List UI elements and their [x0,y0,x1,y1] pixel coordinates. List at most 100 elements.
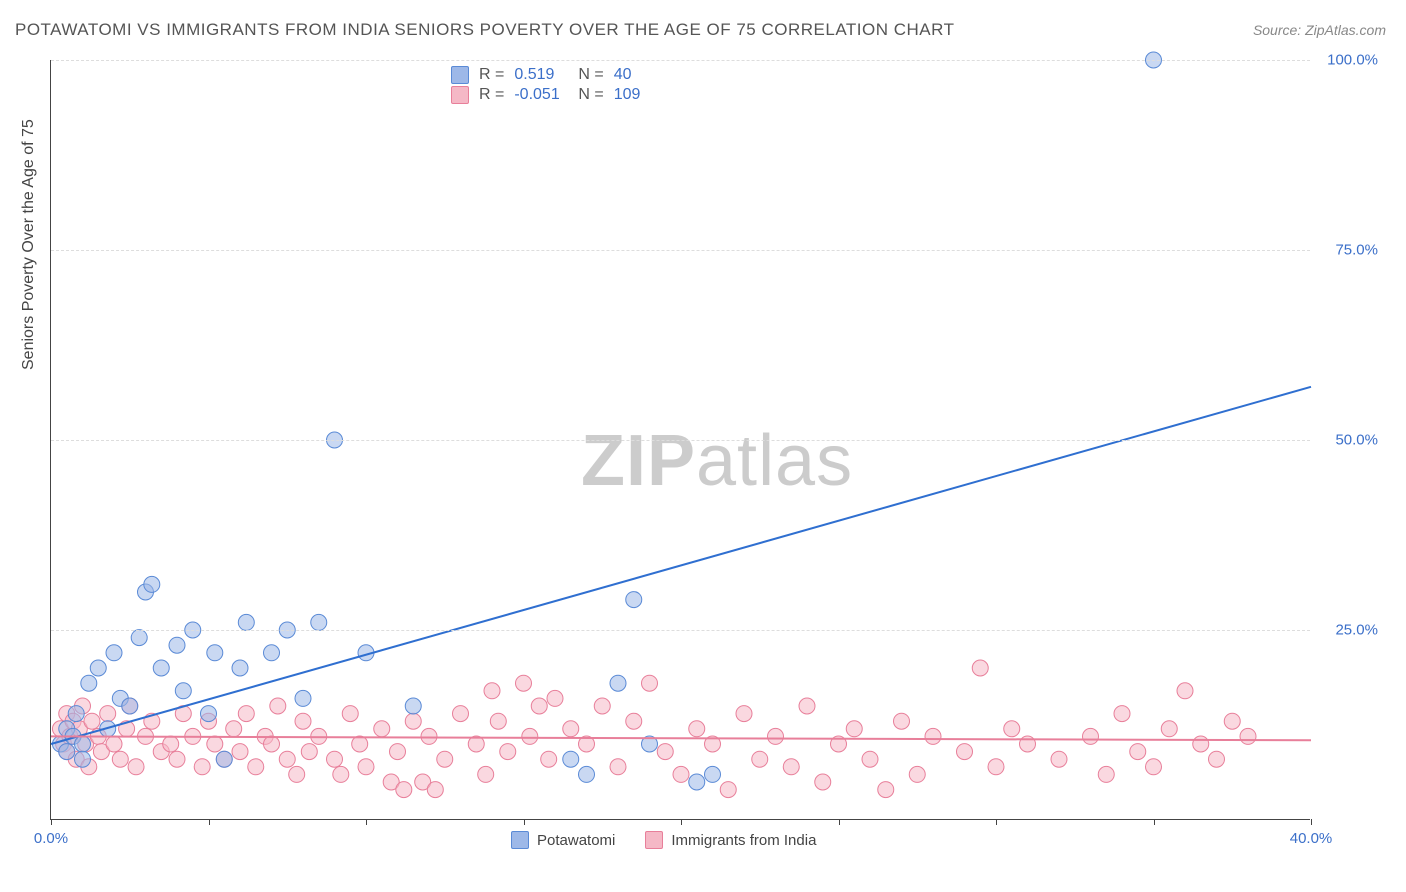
scatter-point [128,759,144,775]
scatter-point [279,751,295,767]
scatter-point [1146,759,1162,775]
legend-item: Potawatomi [511,831,615,849]
y-tick-label: 75.0% [1335,242,1378,259]
scatter-point [358,759,374,775]
grid-line [51,630,1310,631]
scatter-point [1161,721,1177,737]
legend-label: Immigrants from India [671,832,816,849]
scatter-point [925,728,941,744]
chart-region: ZIPatlas R =0.519N =40R =-0.051N =109 25… [50,60,1380,850]
y-axis-title: Seniors Poverty Over the Age of 75 [20,119,38,370]
scatter-point [75,736,91,752]
scatter-point [333,766,349,782]
trend-line [51,736,1311,740]
y-tick-label: 100.0% [1327,52,1378,69]
scatter-point [106,736,122,752]
scatter-point [169,637,185,653]
scatter-point [531,698,547,714]
scatter-point [720,782,736,798]
scatter-point [610,675,626,691]
scatter-point [626,713,642,729]
scatter-point [131,630,147,646]
chart-title: POTAWATOMI VS IMMIGRANTS FROM INDIA SENI… [15,20,954,40]
plot-area: ZIPatlas R =0.519N =40R =-0.051N =109 25… [50,60,1310,820]
scatter-point [957,744,973,760]
scatter-point [1083,728,1099,744]
scatter-point [705,766,721,782]
scatter-point [264,645,280,661]
scatter-point [175,683,191,699]
scatter-point [563,721,579,737]
scatter-point [374,721,390,737]
scatter-point [547,690,563,706]
scatter-point [153,660,169,676]
scatter-point [264,736,280,752]
scatter-point [238,614,254,630]
scatter-point [1209,751,1225,767]
scatter-point [752,751,768,767]
scatter-point [783,759,799,775]
scatter-point [100,706,116,722]
scatter-point [972,660,988,676]
scatter-point [1177,683,1193,699]
scatter-point [81,675,97,691]
scatter-point [1114,706,1130,722]
grid-line [51,440,1310,441]
scatter-point [478,766,494,782]
scatter-point [799,698,815,714]
scatter-point [736,706,752,722]
scatter-point [163,736,179,752]
bottom-legend: Potawatomi Immigrants from India [511,831,816,849]
scatter-point [689,774,705,790]
scatter-point [301,744,317,760]
scatter-point [689,721,705,737]
scatter-point [238,706,254,722]
scatter-point [815,774,831,790]
scatter-point [1224,713,1240,729]
scatter-point [768,728,784,744]
scatter-point [988,759,1004,775]
scatter-point [106,645,122,661]
grid-line [51,250,1310,251]
scatter-point [169,751,185,767]
x-tick [996,819,997,825]
scatter-point [563,751,579,767]
scatter-point [1098,766,1114,782]
x-tick-label: 40.0% [1290,830,1333,847]
scatter-point [75,751,91,767]
scatter-point [327,751,343,767]
scatter-point [657,744,673,760]
x-tick [51,819,52,825]
scatter-point [390,744,406,760]
scatter-point [437,751,453,767]
y-tick-label: 50.0% [1335,432,1378,449]
scatter-point [90,660,106,676]
scatter-point [490,713,506,729]
scatter-point [610,759,626,775]
scatter-point [352,736,368,752]
scatter-point [226,721,242,737]
scatter-point [1051,751,1067,767]
x-tick [681,819,682,825]
scatter-point [405,713,421,729]
x-tick [839,819,840,825]
scatter-point [1240,728,1256,744]
x-tick [1154,819,1155,825]
scatter-point [405,698,421,714]
scatter-point [122,698,138,714]
scatter-point [201,706,217,722]
scatter-point [59,744,75,760]
grid-line [51,60,1310,61]
legend-swatch [511,831,529,849]
scatter-point [207,736,223,752]
y-tick-label: 25.0% [1335,622,1378,639]
scatter-point [878,782,894,798]
scatter-point [342,706,358,722]
scatter-point [909,766,925,782]
scatter-point [194,759,210,775]
scatter-point [862,751,878,767]
scatter-point [289,766,305,782]
legend-swatch [645,831,663,849]
scatter-point [144,576,160,592]
scatter-point [626,592,642,608]
